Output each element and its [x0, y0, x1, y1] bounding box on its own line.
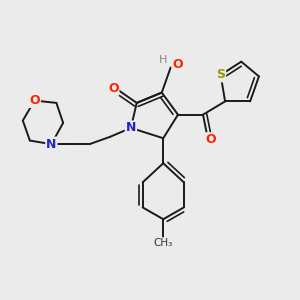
Text: O: O [108, 82, 119, 95]
Text: O: O [29, 94, 40, 107]
Text: H: H [159, 55, 167, 65]
Text: CH₃: CH₃ [154, 238, 173, 248]
Text: O: O [173, 58, 183, 71]
Text: N: N [46, 138, 56, 151]
Text: S: S [216, 68, 225, 81]
Text: O: O [205, 133, 216, 146]
Text: N: N [126, 122, 136, 134]
